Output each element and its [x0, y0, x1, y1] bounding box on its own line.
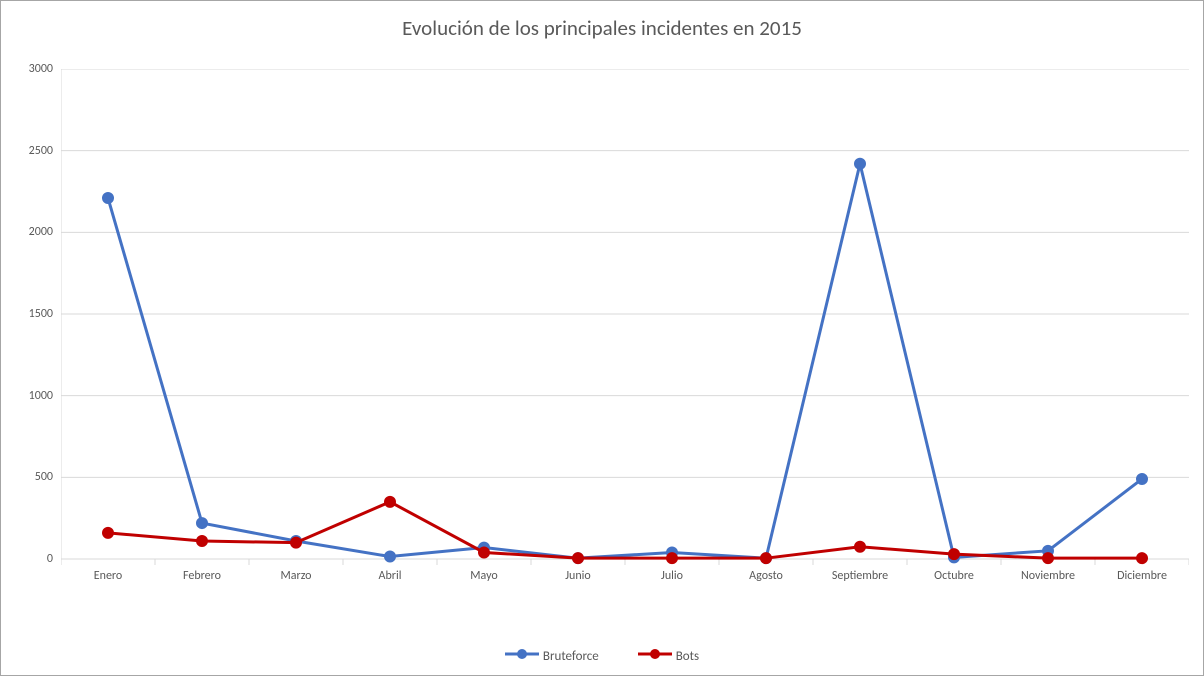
x-tick-label: Enero [94, 569, 122, 583]
chart-title: Evolución de los principales incidentes … [1, 1, 1203, 41]
chart-svg [61, 69, 1189, 589]
x-tick-label: Julio [661, 569, 683, 583]
y-tick-label: 500 [9, 470, 53, 484]
incidents-line-chart: Evolución de los principales incidentes … [0, 0, 1204, 676]
x-tick-label: Febrero [183, 569, 221, 583]
legend-swatch-bruteforce [505, 647, 539, 665]
x-tick-label: Junio [565, 569, 591, 583]
y-tick-label: 3000 [9, 62, 53, 76]
x-tick-label: Diciembre [1117, 569, 1167, 583]
chart-legend: Bruteforce Bots [1, 647, 1203, 665]
y-tick-label: 1000 [9, 389, 53, 403]
x-tick-label: Marzo [281, 569, 312, 583]
x-tick-label: Octubre [934, 569, 974, 583]
legend-item-bruteforce: Bruteforce [505, 647, 599, 665]
x-tick-label: Abril [379, 569, 402, 583]
legend-item-bots: Bots [638, 647, 699, 665]
y-tick-label: 1500 [9, 307, 53, 321]
y-tick-label: 2500 [9, 144, 53, 158]
x-tick-label: Mayo [470, 569, 497, 583]
y-tick-label: 2000 [9, 225, 53, 239]
x-tick-label: Septiembre [832, 569, 888, 583]
x-tick-label: Noviembre [1021, 569, 1075, 583]
legend-label-bruteforce: Bruteforce [543, 649, 599, 664]
plot-area [61, 69, 1189, 589]
y-tick-label: 0 [9, 552, 53, 566]
x-tick-label: Agosto [749, 569, 783, 583]
legend-swatch-bots [638, 647, 672, 665]
legend-label-bots: Bots [676, 649, 699, 664]
